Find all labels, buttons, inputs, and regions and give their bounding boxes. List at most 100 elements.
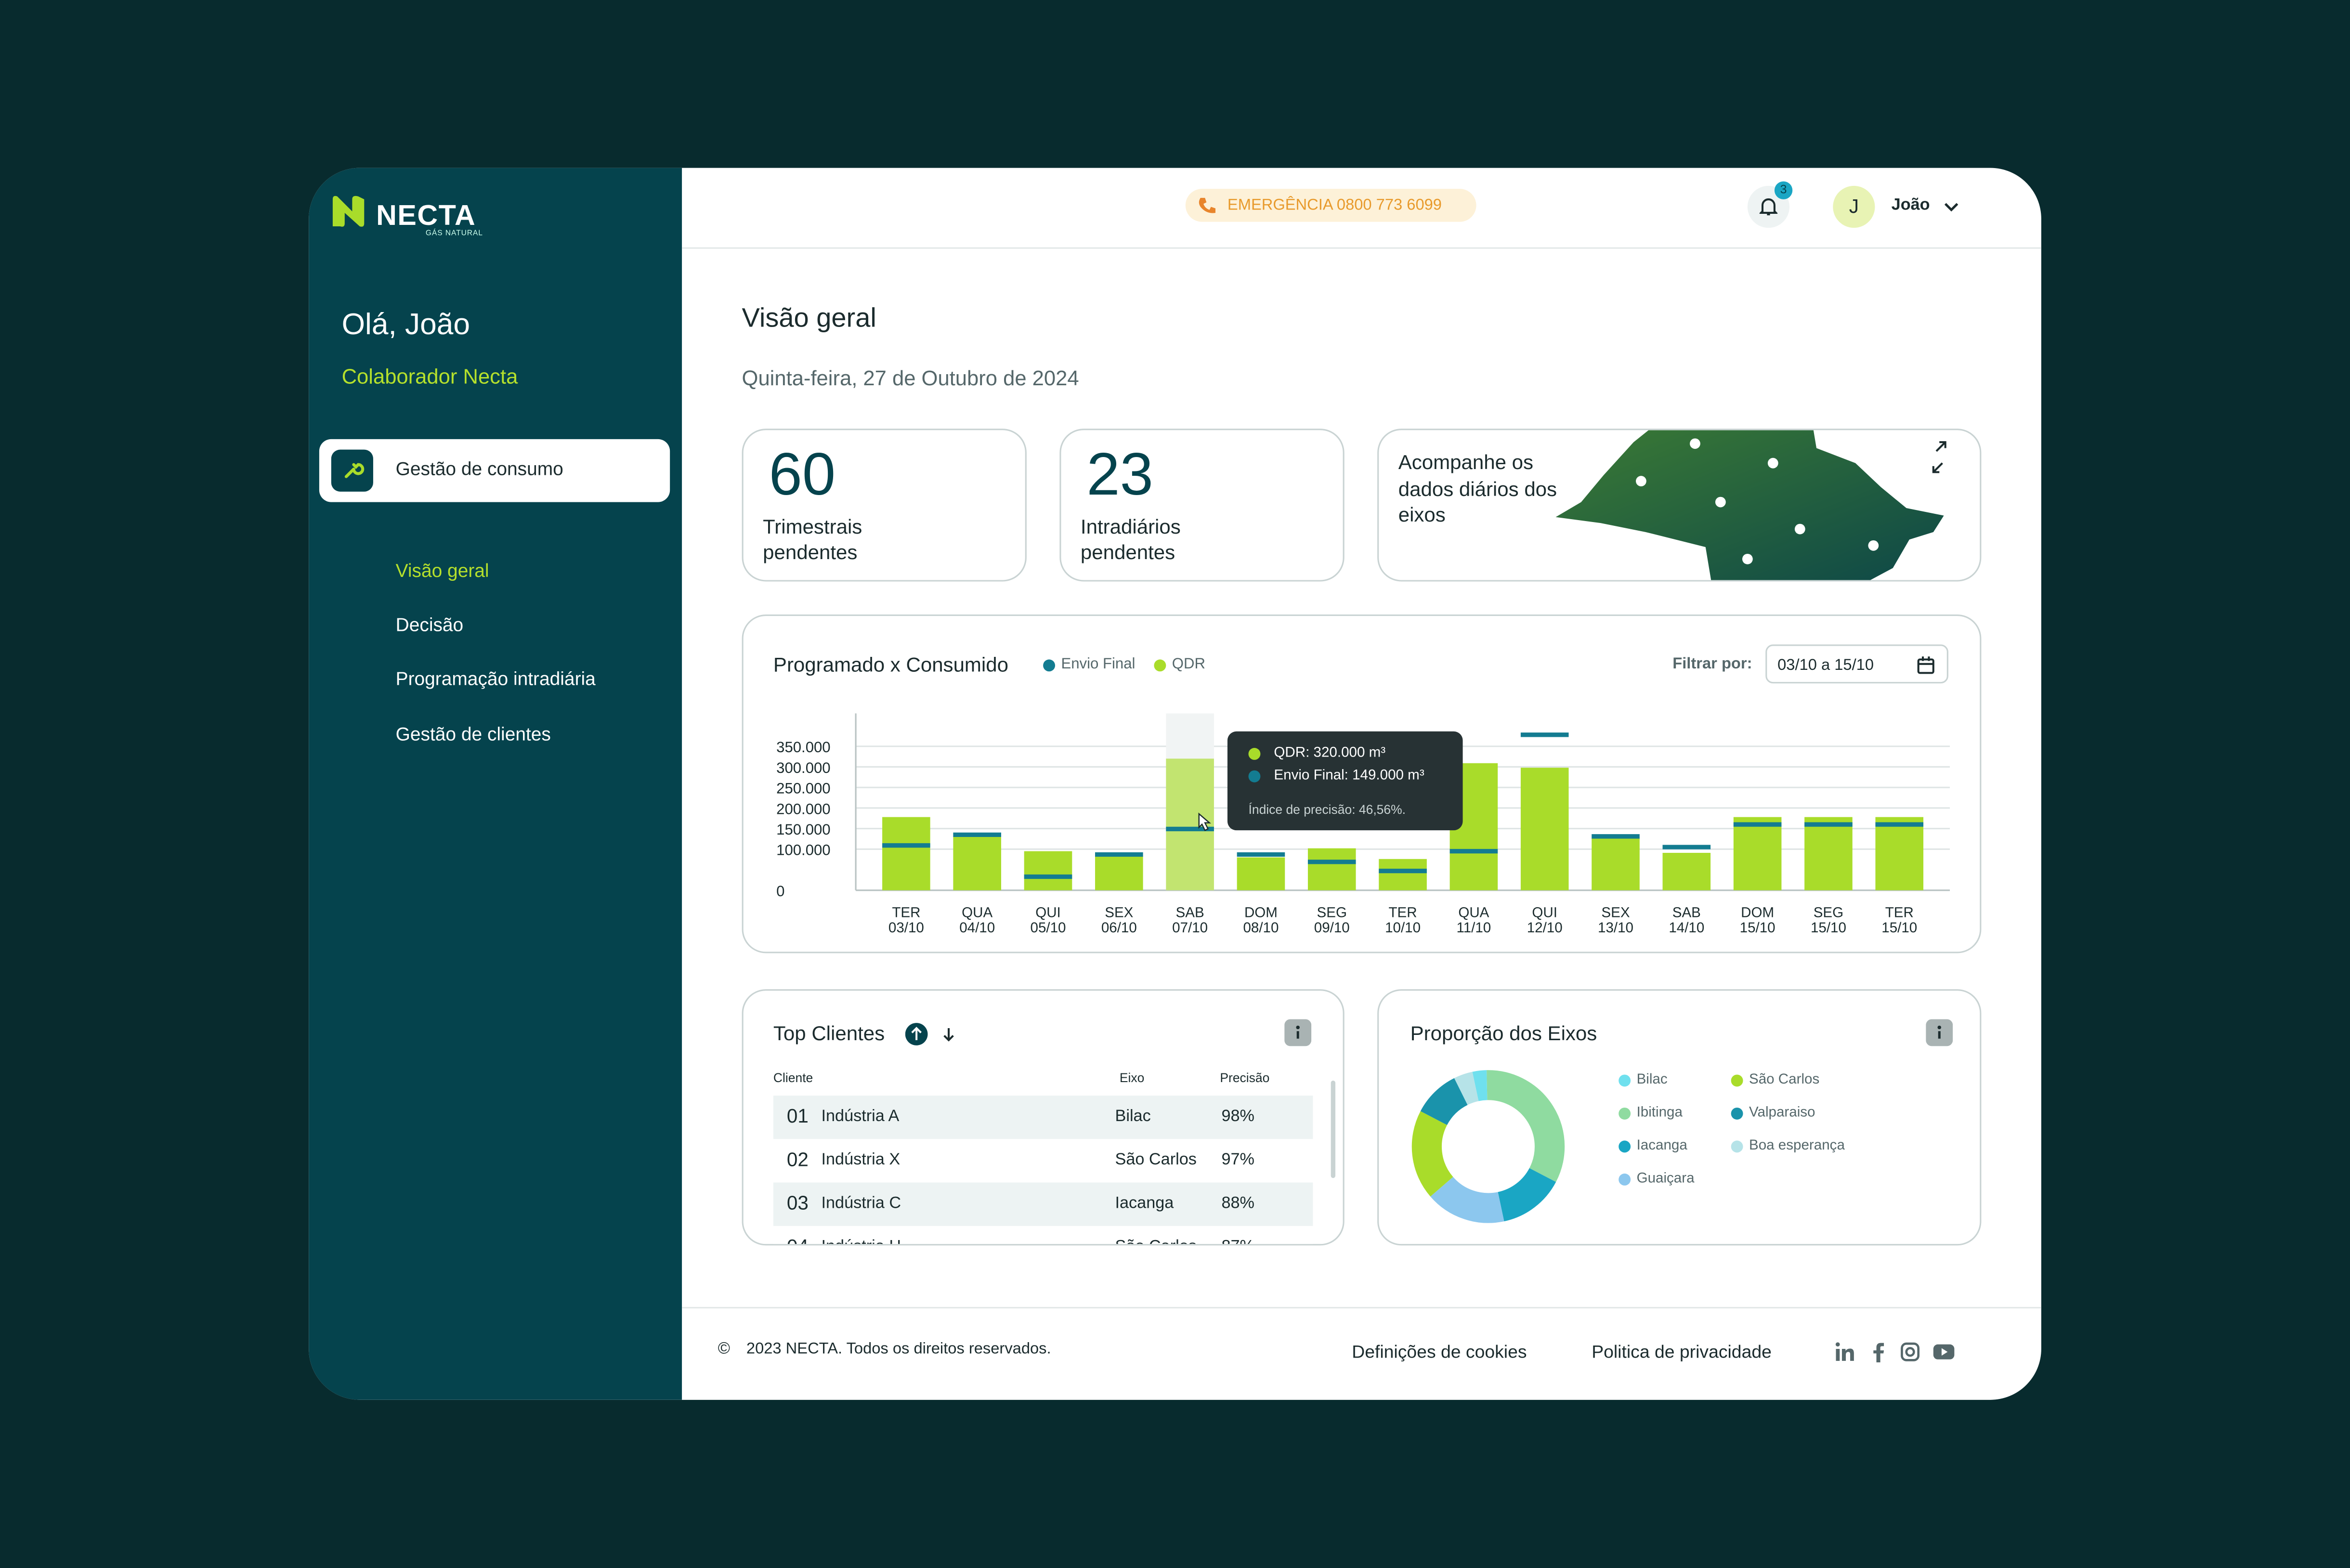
x-tick-label: 07/10: [1172, 920, 1208, 936]
x-tick-label: 05/10: [1031, 920, 1066, 936]
copyright: 2023 NECTA. Todos os direitos reservados…: [746, 1340, 1051, 1358]
submenu-item[interactable]: Programação intradiária: [395, 668, 596, 690]
map-card[interactable]: Acompanhe os dados diários dos eixos: [1377, 429, 1982, 582]
user-chevron[interactable]: [1942, 199, 1960, 214]
top-clients-card: Top Clientes Cliente Eixo Precisão 01 Ind…: [742, 989, 1345, 1246]
scrollbar[interactable]: [1331, 1080, 1336, 1178]
footer-link[interactable]: Politica de privacidade: [1592, 1341, 1772, 1363]
bar: [1520, 768, 1569, 890]
bar: [1237, 857, 1285, 890]
chart-title: Programado x Consumido: [773, 653, 1009, 676]
date-filter[interactable]: 03/10 a 15/10: [1765, 644, 1948, 684]
table-cell: 03: [786, 1191, 809, 1214]
table-row[interactable]: 02 Indústria X São Carlos 97%: [773, 1139, 1313, 1183]
notification-badge: 3: [1774, 181, 1793, 199]
stat-value: 23: [1086, 442, 1153, 509]
info-button[interactable]: [1284, 1019, 1312, 1046]
x-tick-label: TER: [1885, 905, 1914, 921]
table-row[interactable]: 01 Indústria A Bilac 98%: [773, 1096, 1313, 1139]
x-tick-label: 14/10: [1669, 920, 1704, 936]
bar: [1379, 859, 1427, 890]
y-tick-label: 300.000: [776, 759, 830, 776]
page-title: Visão geral: [742, 302, 876, 333]
legend-item: Ibitinga: [1619, 1104, 1683, 1121]
user-name[interactable]: João: [1891, 196, 1930, 215]
chart: 0 100.000 150.000 200.000 250.000 300.000 350.…: [776, 713, 1950, 936]
x-tick-label: 13/10: [1598, 920, 1633, 936]
legend-swatch: [1731, 1107, 1743, 1120]
legend-label: Guaiçara: [1636, 1170, 1695, 1187]
tooltip-line: QDR: 320.000 m³: [1274, 745, 1386, 762]
legend-swatch: [1731, 1140, 1743, 1153]
submenu-item[interactable]: Decisão: [395, 614, 464, 636]
brand-tagline: GÁS NATURAL: [425, 229, 483, 238]
stat-card[interactable]: 60 Trimestrais pendentes: [742, 429, 1027, 582]
bar: [1024, 851, 1072, 890]
donut-segment: [1497, 1167, 1556, 1222]
bar: [1095, 855, 1143, 890]
y-tick-label: 350.000: [776, 739, 830, 756]
submenu-item[interactable]: Gestão de clientes: [395, 724, 551, 745]
column-header: Cliente: [773, 1070, 813, 1085]
map: [1555, 430, 1946, 580]
y-tick-label: 100.000: [776, 842, 830, 859]
donut-segment: [1487, 1070, 1565, 1182]
table-cell: 88%: [1221, 1194, 1255, 1213]
table-row[interactable]: 03 Indústria C Iacanga 88%: [773, 1182, 1313, 1226]
x-tick-label: 11/10: [1456, 920, 1491, 936]
table-cell: Bilac: [1115, 1107, 1151, 1126]
stat-value: 60: [769, 442, 836, 509]
x-tick-label: SEX: [1105, 905, 1133, 921]
card-title: Proporção dos Eixos: [1410, 1022, 1597, 1045]
menu-item[interactable]: Gestão de consumo: [319, 439, 670, 502]
x-tick-label: 15/10: [1740, 920, 1776, 936]
table-cell: Indústria X: [821, 1151, 901, 1169]
table-cell: 97%: [1221, 1151, 1255, 1169]
brand-name: NECTA: [376, 201, 476, 233]
donut-segment: [1411, 1111, 1454, 1197]
map-text: Acompanhe os dados diários dos eixos: [1398, 451, 1557, 526]
menu-label: Gestão de consumo: [395, 458, 563, 480]
page-date: Quinta-feira, 27 de Outubro de 2024: [742, 366, 1079, 390]
legend: Envio Final QDR: [1043, 656, 1253, 678]
x-tick-label: 10/10: [1385, 920, 1421, 936]
submenu-item[interactable]: Visão geral: [395, 560, 489, 582]
table-row[interactable]: 04 Indústria H São Carlos 87%: [773, 1226, 1313, 1244]
chart-card: 0 100.000 150.000 200.000 250.000 300.000 350.…: [742, 614, 1982, 954]
cursor: [1198, 812, 1211, 831]
footer-link[interactable]: Definições de cookies: [1352, 1341, 1527, 1363]
legend-item: QDR: [1154, 656, 1205, 673]
footer-divider: [682, 1307, 2041, 1308]
legend-swatch: [1619, 1140, 1631, 1153]
y-tick-label: 250.000: [776, 780, 830, 797]
avatar[interactable]: J: [1833, 185, 1875, 228]
proportion-card: Proporção dos Eixos Bilac Ibitinga Iacanga…: [1377, 989, 1982, 1246]
stat-label: Trimestrais pendentes: [763, 515, 862, 564]
legend-label: Valparaiso: [1749, 1104, 1815, 1121]
column-header: Eixo: [1119, 1070, 1145, 1085]
legend-item: Bilac: [1619, 1071, 1668, 1088]
x-tick-label: 15/10: [1881, 920, 1917, 936]
info-button[interactable]: [1926, 1019, 1953, 1046]
role: Colaborador Necta: [341, 364, 518, 389]
stat-card[interactable]: 23 Intradiários pendentes: [1059, 429, 1345, 582]
donut-segment: [1454, 1071, 1479, 1105]
bar: [1804, 817, 1853, 890]
app-window: NECTA GÁS NATURAL Olá, João Colaborador …: [309, 168, 2041, 1400]
x-tick-label: 12/10: [1527, 920, 1563, 936]
bar: [1875, 817, 1924, 890]
legend-label: Ibitinga: [1636, 1104, 1683, 1121]
emergency-pill[interactable]: EMERGÊNCIA 0800 773 6099: [1185, 189, 1476, 222]
notification-button[interactable]: 3: [1747, 181, 1793, 228]
sort-buttons[interactable]: [905, 1022, 965, 1046]
card-title: Top Clientes: [773, 1022, 885, 1045]
x-tick-label: TER: [1389, 905, 1417, 921]
social-icons[interactable]: [1834, 1341, 1963, 1363]
x-tick-label: SEG: [1317, 905, 1347, 921]
x-tick-label: SEX: [1601, 905, 1630, 921]
table-cell: 02: [786, 1148, 809, 1171]
x-tick-label: SAB: [1672, 905, 1701, 921]
bar: [1166, 758, 1214, 890]
tooltip-line: Envio Final: 149.000 m³: [1274, 767, 1424, 784]
